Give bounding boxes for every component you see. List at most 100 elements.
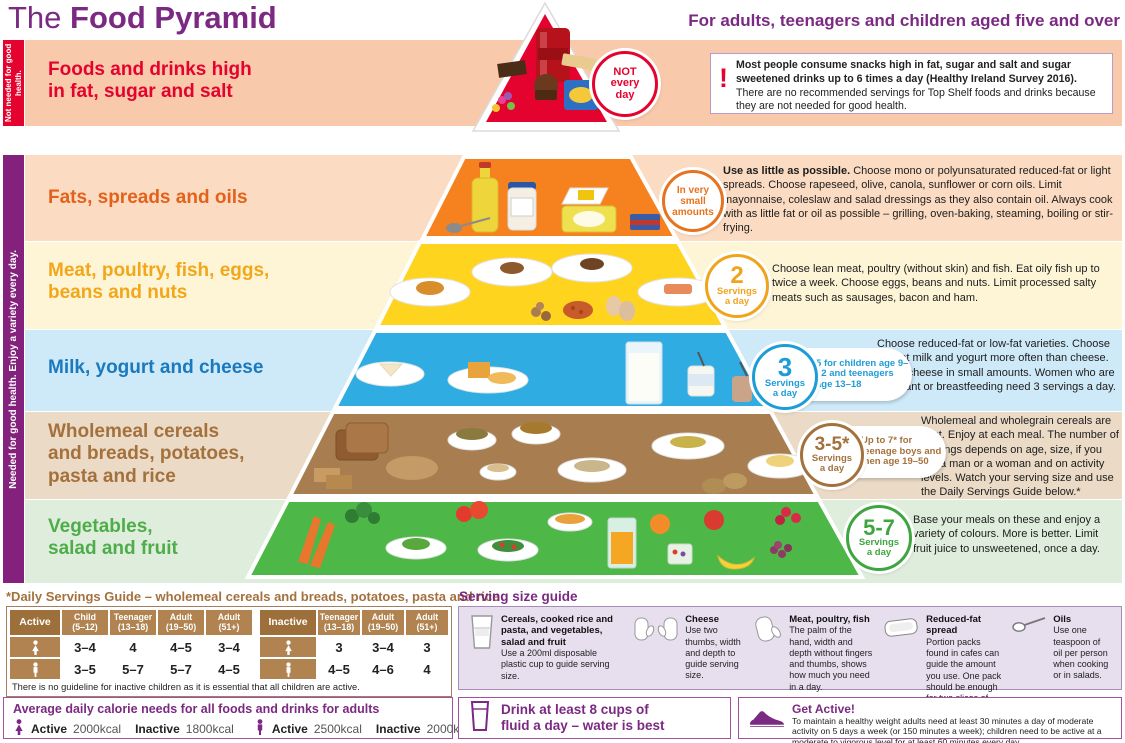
banana-image [717,554,756,570]
servings-guide-footnote: There is no guideline for inactive child… [12,682,360,692]
beef-plate-image [471,257,553,287]
orange-image [650,514,670,534]
milk-servings-badge: 3 Servings a day [752,344,818,410]
meat-foods [389,253,719,321]
woman-icon [10,637,60,657]
milk-foods [355,341,752,405]
pasta-plate-image [651,432,725,460]
man-icon [260,659,316,679]
two-hands-icon [633,614,679,649]
table-cell: 4 [423,661,431,677]
daily-servings-guide-title: *Daily Servings Guide – wholemeal cereal… [6,589,500,604]
sweets-image [492,92,515,112]
grapes-image [770,541,792,558]
table-cell: 4–5 [170,639,192,655]
audience-subtitle: For adults, teenagers and children aged … [688,11,1120,30]
vegetables-band [244,498,866,579]
crisps-bag-image [564,80,598,110]
cereals-label: Wholemeal cereals and breads, potatoes, … [48,421,245,487]
yogurt-pot-image [687,351,715,397]
butter-dish-image [561,187,609,205]
col-adult-19-50: Adult (19–50) [362,610,404,635]
cereals-description: Wholemeal and wholegrain cereals are bes… [921,415,1119,499]
meat-label: Meat, poultry, fish, eggs, beans and nut… [48,260,270,304]
woman-inactive-value: 1800kcal [185,721,234,736]
milk-description: Choose reduced-fat or low-fat varieties.… [877,338,1116,393]
top-shelf-label: Foods and drinks high in fat, sugar and … [48,59,252,103]
get-active-title: Get Active! [792,702,855,716]
baked-beans-image [563,301,593,319]
woman-icon [13,719,25,738]
table-cell: 4–5 [218,661,240,677]
man-active-label: Active [271,721,308,736]
table-cell: 3–4 [74,639,96,655]
chocolate-bun-image [534,74,558,100]
cereals-servings-badge: 3-5* Servings a day [800,423,864,487]
eggs-image [606,296,635,321]
wafer-biscuit-image [561,53,597,71]
portion-pack-icon [882,614,920,645]
chicken-plate-image [389,277,471,307]
serving-size-item-meat: Meat, poultry, fish The palm of the hand… [751,614,873,692]
serving-size-item-oils: Oils Use one teaspoon of oil per person … [1011,614,1111,682]
page-title-main: Food Pyramid [70,0,277,35]
not-every-day-badge: NOT every day [592,51,658,117]
col-adult-51: Adult (51+) [406,610,448,635]
oil-bottle-image [471,162,499,233]
serving-size-item-spread: Reduced-fat spread Portion packs found i… [882,614,1002,714]
needed-sidebar-label: Needed for good health. Enjoy a variety … [8,249,19,489]
fats-foods [446,162,660,233]
table-cell: 3–4 [372,639,394,655]
get-active-body: To maintain a healthy weight adults need… [792,716,1102,743]
woman-active-label: Active [31,721,68,736]
bread-roll-image [386,456,438,480]
apple-image [704,510,724,530]
daily-servings-guide-table: Active Child (5–12) Teenager (13–18) Adu… [6,606,452,697]
serving-size-item-cheese: Cheese Use two thumbs, width and depth t… [633,614,742,682]
peas-plate-image [385,536,447,560]
shoe-icon [748,708,784,735]
fats-description: Use as little as possible. Choose mono o… [723,165,1114,235]
cheddar-plate-image [447,362,529,394]
man-inactive-label: Inactive [375,721,421,736]
col-adult-19-50: Adult (19–50) [158,610,204,635]
water-glass-icon [469,700,491,737]
vegetables-description: Base your meals on these and enjoy a var… [913,514,1101,555]
top-shelf-warning-text: Most people consume snacks high in fat, … [736,59,1096,113]
broccoli-image [345,502,380,524]
walnuts-image [531,302,551,321]
orange-juice-image [607,517,637,569]
cola-can-image [536,28,570,82]
crackers-image [314,468,352,489]
fruit-pot-image [667,543,693,565]
meat-description: Choose lean meat, poultry (without skin)… [772,263,1100,304]
col-teenager: Teenager (13–18) [318,610,360,635]
rice-plate-image [557,457,627,483]
yogurt-drink-image [732,361,752,402]
fats-amount-badge: In very small amounts [662,170,724,232]
top-shelf-sidebar-label: Not needed for good health. [3,43,23,123]
active-header: Active [10,610,60,635]
flakes-bowl-image [511,422,561,445]
serving-size-item-cup: Cereals, cooked rice and pasta, and vege… [469,614,624,682]
mashed-potato-plate-image [747,453,813,479]
inactive-header: Inactive [260,610,316,635]
chocolate-image [497,60,527,78]
table-cell: 5–7 [170,661,192,677]
light-spread-tub-image [561,205,617,233]
salmon-plate-image [637,277,719,307]
woman-active-value: 2000kcal [73,721,122,736]
active-table: Active Child (5–12) Teenager (13–18) Adu… [10,610,252,679]
hydration-text: Drink at least 8 cups of fluid a day – w… [501,701,665,733]
man-icon [10,659,60,679]
table-cell: 4–6 [372,661,394,677]
man-active-value: 2500kcal [313,721,362,736]
plastic-cup-icon [469,614,495,655]
cereals-foods [314,422,813,494]
palm-icon [751,614,783,649]
get-active-box: Get Active! To maintain a healthy weight… [738,697,1122,743]
porridge-bowl-image [479,463,517,481]
strawberries-image [775,507,801,525]
vegetables-foods [298,501,801,570]
